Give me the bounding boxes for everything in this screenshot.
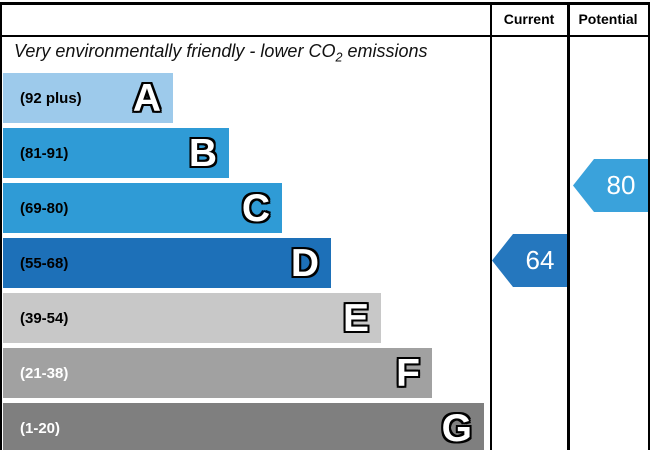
potential-rating-value: 80 (606, 170, 636, 200)
band-row-e: (39-54) E (3, 293, 381, 343)
band-d-letter: D (290, 241, 319, 285)
band-e-letter: E (342, 296, 369, 340)
title-text-end: emissions (342, 41, 428, 61)
header-separator-line (0, 34, 650, 37)
current-column-header: Current (503, 11, 555, 27)
current-rating-arrow: 64 (492, 234, 567, 287)
potential-rating-arrow: 80 (573, 159, 648, 212)
band-row-g: (1-20) G (3, 403, 484, 450)
band-c-letter: C (241, 186, 270, 230)
band-f-letter: F (396, 351, 420, 395)
column-divider-potential (567, 2, 570, 450)
band-a-range-label: (92 plus) (20, 89, 82, 107)
band-g-range-label: (1-20) (20, 419, 61, 437)
band-g-letter: G (441, 406, 472, 450)
band-row-b: (81-91) B (3, 128, 229, 178)
band-a-letter: A (132, 76, 161, 120)
band-row-c: (69-80) C (3, 183, 282, 233)
title-text-start: Very environmentally friendly - lower CO (14, 41, 336, 61)
band-row-d: (55-68) D (3, 238, 331, 288)
chart-title: Very environmentally friendly - lower CO… (14, 41, 484, 65)
border-right-line (647, 2, 650, 450)
band-b-range-label: (81-91) (20, 144, 69, 162)
band-c-range-label: (69-80) (20, 199, 69, 217)
band-e-range-label: (39-54) (20, 309, 69, 327)
potential-column-header: Potential (578, 11, 638, 27)
band-b-letter: B (188, 131, 217, 175)
border-left-line (0, 2, 2, 450)
column-divider-current (489, 2, 492, 450)
border-top-line (0, 2, 650, 5)
band-row-f: (21-38) F (3, 348, 432, 398)
band-f-range-label: (21-38) (20, 364, 69, 382)
title-co2-subscript: 2 (335, 50, 343, 65)
band-d-range-label: (55-68) (20, 254, 69, 272)
band-row-a: (92 plus) A (3, 73, 173, 123)
current-rating-value: 64 (525, 245, 555, 275)
